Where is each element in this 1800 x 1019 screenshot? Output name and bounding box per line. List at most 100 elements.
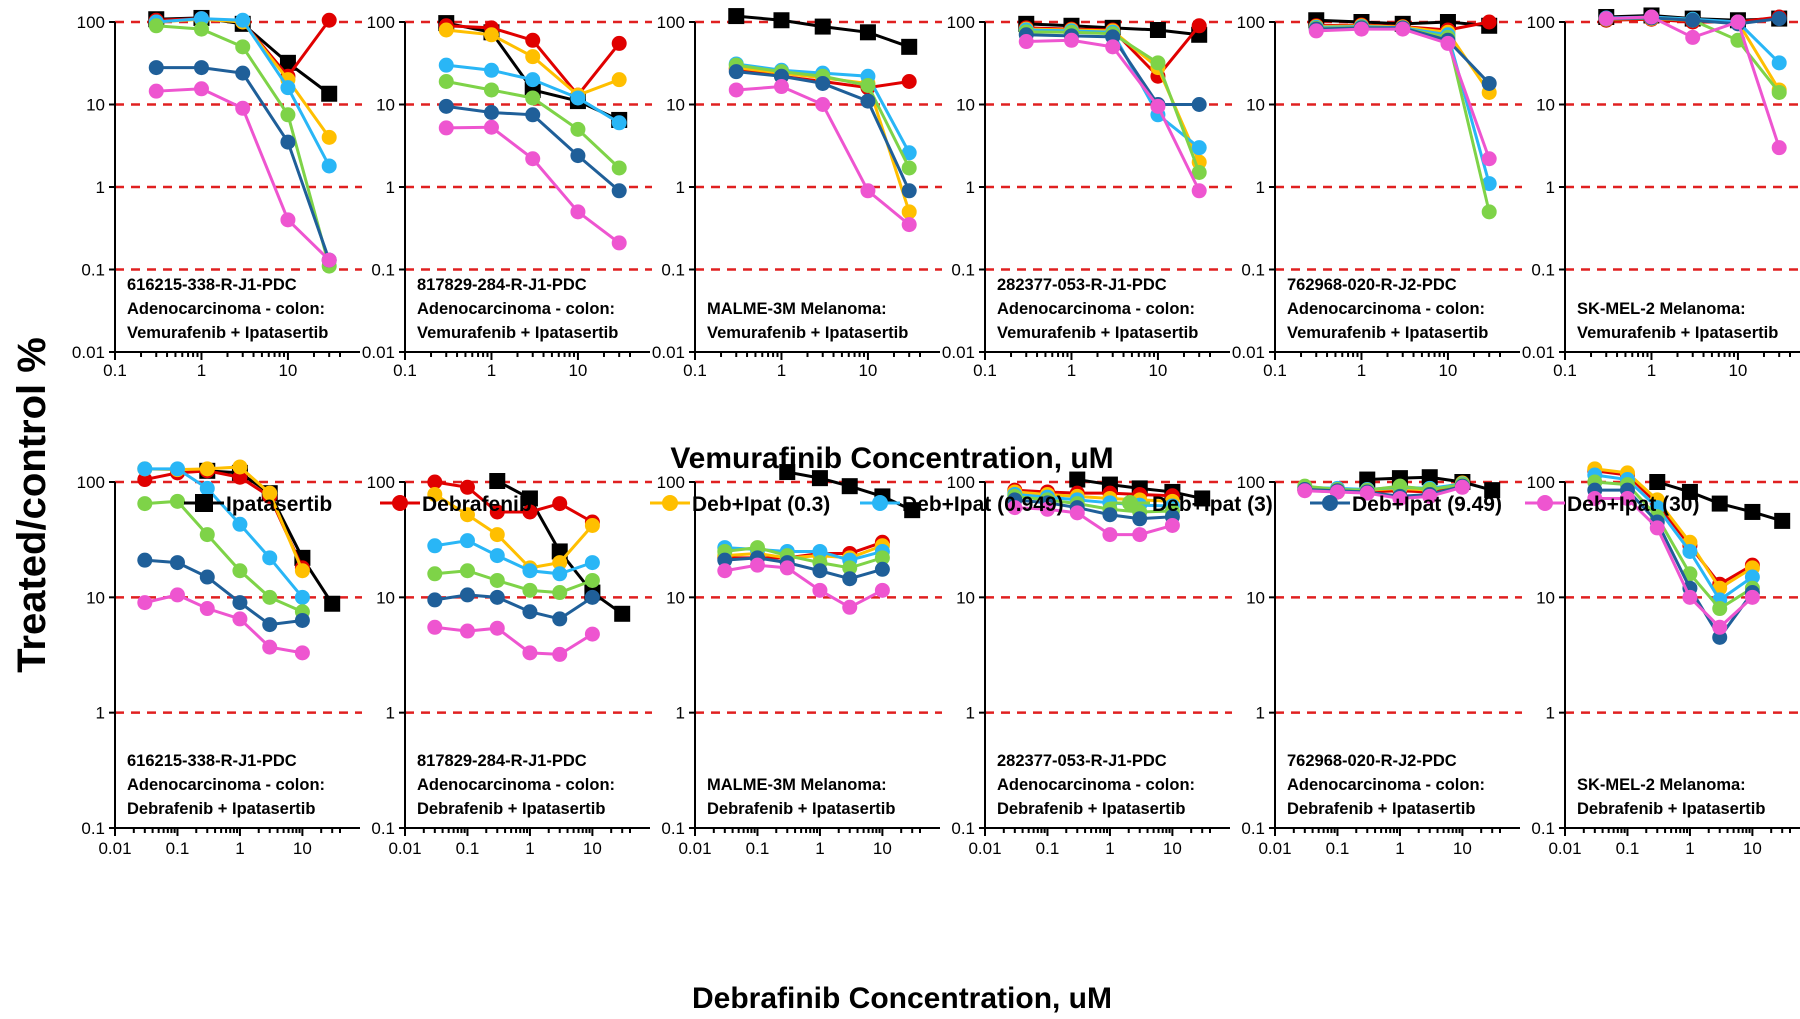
data-point bbox=[1744, 503, 1761, 520]
panel-title-line: Adenocarcinoma - colon: bbox=[997, 300, 1195, 318]
data-point bbox=[584, 517, 600, 533]
y-tick-label: 10 bbox=[666, 588, 685, 607]
data-point bbox=[874, 582, 890, 598]
data-point bbox=[438, 120, 454, 136]
panel-title-line: Adenocarcinoma - colon: bbox=[417, 300, 615, 318]
data-point bbox=[525, 49, 541, 65]
legend-marker bbox=[195, 494, 213, 512]
panel-title-line: 817829-284-R-J1-PDC bbox=[417, 752, 587, 770]
data-point bbox=[584, 589, 600, 605]
x-tick-label: 1 bbox=[1105, 839, 1114, 858]
y-tick-label: 0.1 bbox=[371, 261, 395, 280]
data-point bbox=[459, 479, 475, 495]
panel-title-line: Adenocarcinoma - colon: bbox=[127, 300, 325, 318]
panel-title-line: 282377-053-R-J1-PDC bbox=[997, 276, 1167, 294]
data-point bbox=[749, 540, 765, 556]
data-point bbox=[552, 585, 568, 601]
data-point bbox=[522, 582, 538, 598]
series-deb-ipat-9-49 bbox=[137, 552, 310, 633]
data-point bbox=[1682, 589, 1698, 605]
data-point bbox=[1481, 75, 1497, 91]
data-point bbox=[1649, 520, 1665, 536]
panel-title-line: Debrafenib + Ipatasertib bbox=[1577, 800, 1765, 818]
data-point bbox=[232, 563, 248, 579]
data-point bbox=[489, 548, 505, 564]
data-point bbox=[901, 145, 917, 161]
data-point bbox=[842, 599, 858, 615]
series-ipatasertib bbox=[728, 8, 918, 55]
data-point bbox=[842, 560, 858, 576]
panel-title-line: 817829-284-R-J1-PDC bbox=[417, 276, 587, 294]
x-tick-label: 0.1 bbox=[456, 839, 480, 858]
x-tick-label: 0.1 bbox=[1616, 839, 1640, 858]
series-deb-ipat-3 bbox=[717, 540, 890, 576]
y-tick-label: 0.01 bbox=[1522, 343, 1555, 362]
data-point bbox=[427, 486, 443, 502]
data-point bbox=[584, 555, 600, 571]
data-point bbox=[522, 645, 538, 661]
x-tick-label: 0.1 bbox=[103, 361, 127, 380]
y-tick-label: 0.1 bbox=[951, 261, 975, 280]
panel-title-line: MALME-3M Melanoma: bbox=[707, 300, 887, 318]
panel-title-line: MALME-3M Melanoma: bbox=[707, 776, 887, 794]
y-tick-label: 1 bbox=[386, 704, 395, 723]
x-tick-label: 0.01 bbox=[968, 839, 1001, 858]
y-tick-label: 10 bbox=[376, 96, 395, 115]
data-point bbox=[1191, 97, 1207, 112]
data-point bbox=[874, 561, 890, 577]
data-point bbox=[901, 217, 917, 233]
y-tick-label: 0.01 bbox=[72, 343, 105, 362]
panel-title-line: 616215-338-R-J1-PDC bbox=[127, 752, 297, 770]
series-line bbox=[144, 467, 304, 599]
panel-title-line: SK-MEL-2 Melanoma: bbox=[1577, 300, 1746, 318]
data-point bbox=[901, 74, 917, 90]
data-point bbox=[137, 552, 153, 568]
series-line bbox=[1026, 38, 1201, 192]
data-point bbox=[1744, 589, 1760, 605]
series-deb-ipat-30 bbox=[717, 557, 890, 615]
data-point bbox=[728, 8, 745, 25]
x-tick-label: 0.1 bbox=[973, 361, 997, 380]
data-point bbox=[1102, 527, 1118, 543]
x-tick-label: 10 bbox=[1148, 361, 1167, 380]
data-point bbox=[1132, 527, 1148, 543]
panel-title-line: 762968-020-R-J2-PDC bbox=[1287, 752, 1457, 770]
data-point bbox=[773, 12, 790, 29]
y-tick-label: 10 bbox=[86, 588, 105, 607]
data-point bbox=[1685, 12, 1701, 28]
series-deb-ipat-3 bbox=[427, 563, 600, 601]
panel-title-line: Adenocarcinoma - colon: bbox=[127, 776, 325, 794]
data-point bbox=[324, 595, 341, 612]
data-point bbox=[1682, 543, 1698, 559]
data-point bbox=[860, 93, 876, 109]
data-point bbox=[1712, 619, 1728, 635]
x-tick-label: 0.1 bbox=[1326, 839, 1350, 858]
legend-label: Debrafenib bbox=[422, 493, 532, 516]
legend-item: Deb+Ipat (30) bbox=[1525, 493, 1699, 516]
data-point bbox=[874, 550, 890, 566]
y-tick-label: 100 bbox=[657, 473, 685, 492]
data-point bbox=[525, 107, 541, 123]
data-point bbox=[1712, 601, 1728, 617]
data-point bbox=[773, 68, 789, 84]
data-point bbox=[427, 474, 443, 490]
y-tick-label: 100 bbox=[77, 13, 105, 32]
data-point bbox=[1481, 14, 1497, 30]
data-point bbox=[1063, 32, 1079, 48]
y-tick-label: 100 bbox=[1527, 473, 1555, 492]
data-point bbox=[1771, 55, 1787, 71]
data-point bbox=[1191, 164, 1207, 180]
data-point bbox=[728, 82, 744, 98]
x-tick-label: 10 bbox=[1728, 361, 1747, 380]
data-point bbox=[1481, 151, 1497, 167]
data-point bbox=[489, 572, 505, 588]
data-point bbox=[749, 557, 765, 573]
x-tick-label: 1 bbox=[777, 361, 786, 380]
data-point bbox=[522, 504, 538, 520]
data-point bbox=[525, 151, 541, 167]
data-point bbox=[812, 563, 828, 579]
y-tick-label: 1 bbox=[1256, 704, 1265, 723]
x-tick-label: 1 bbox=[1357, 361, 1366, 380]
